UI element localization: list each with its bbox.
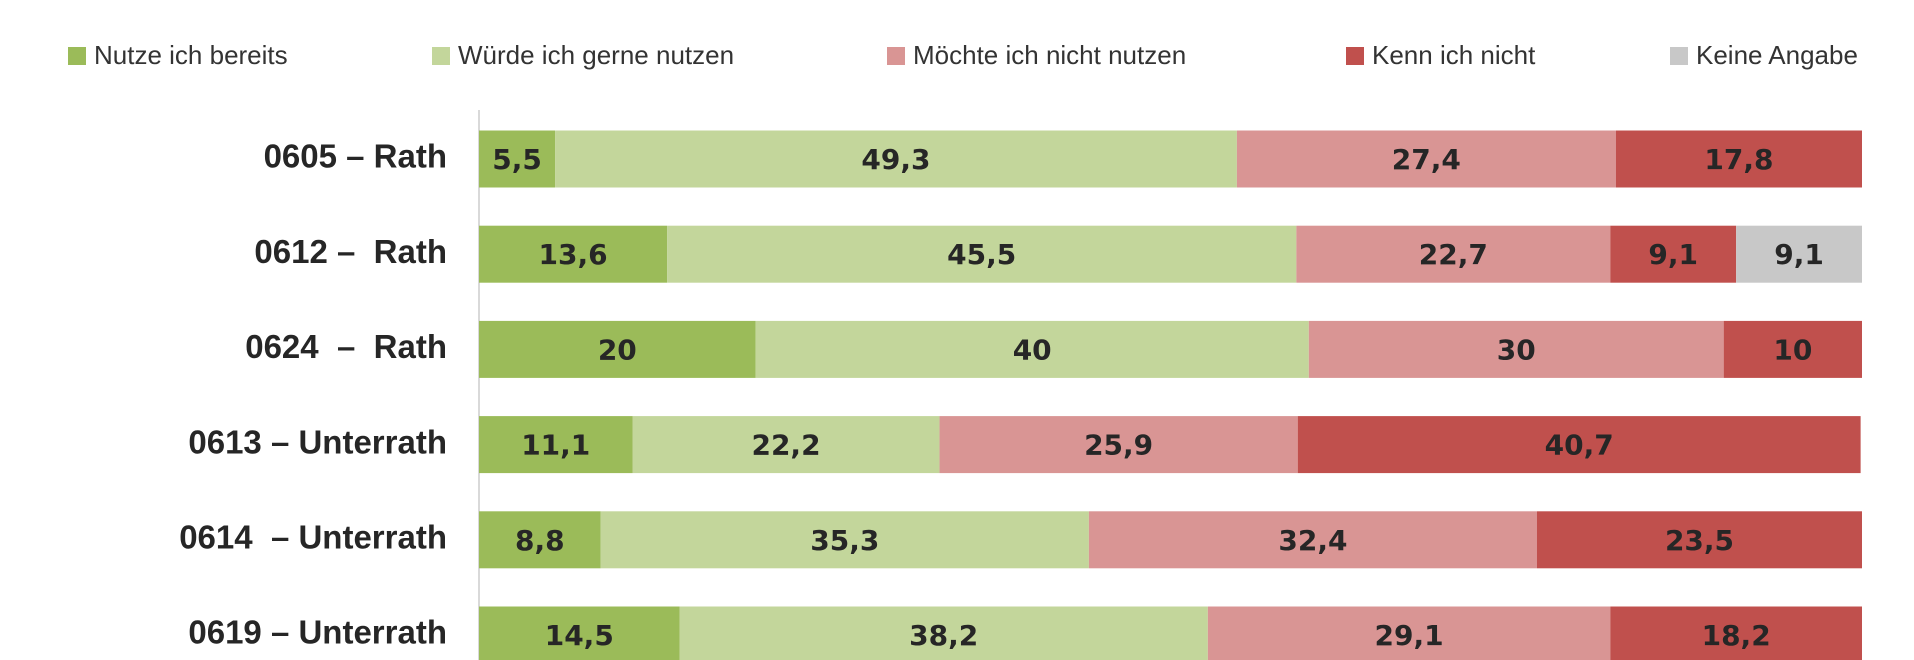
legend-label: Nutze ich bereits [94, 40, 288, 70]
legend-label: Keine Angabe [1696, 40, 1858, 70]
bar-segment [555, 130, 1237, 188]
data-label: 14,5 [545, 619, 614, 652]
legend-swatch [432, 47, 450, 65]
category-label: 0613 – Unterrath [188, 423, 447, 460]
category-label: 0624 – Rath [245, 328, 447, 365]
bar-segment [679, 606, 1208, 660]
data-label: 25,9 [1084, 429, 1153, 462]
bar-segment [1236, 130, 1616, 188]
data-label: 22,2 [751, 429, 820, 462]
bar-segment [632, 416, 940, 474]
data-label: 22,7 [1419, 238, 1488, 271]
bar-segment [755, 320, 1309, 378]
data-label: 8,8 [515, 524, 565, 557]
data-label: 30 [1497, 333, 1536, 366]
bar-segment [939, 416, 1298, 474]
data-label: 45,5 [947, 238, 1016, 271]
data-label: 23,5 [1665, 524, 1734, 557]
bar-segment [479, 225, 668, 283]
bar-segment [1088, 511, 1537, 569]
data-label: 40 [1013, 333, 1052, 366]
bar-segment [1296, 225, 1611, 283]
category-label: 0612 – Rath [254, 233, 447, 270]
data-label: 10 [1773, 333, 1812, 366]
bar-segment [1723, 320, 1862, 378]
legend-swatch [68, 47, 86, 65]
legend-swatch [1670, 47, 1688, 65]
data-label: 29,1 [1375, 619, 1444, 652]
data-label: 38,2 [909, 619, 978, 652]
bar-segment [600, 511, 1089, 569]
bar-segment [1207, 606, 1611, 660]
bar-segment [479, 320, 756, 378]
bar-segment [1536, 511, 1862, 569]
data-label: 5,5 [492, 143, 542, 176]
data-label: 20 [598, 333, 637, 366]
data-label: 40,7 [1545, 429, 1614, 462]
category-label: 0619 – Unterrath [188, 614, 447, 651]
data-label: 32,4 [1278, 524, 1347, 557]
data-label: 11,1 [521, 429, 590, 462]
data-label: 17,8 [1704, 143, 1773, 176]
data-label: 9,1 [1774, 238, 1824, 271]
legend-label: Kenn ich nicht [1372, 40, 1536, 70]
bar-segment [667, 225, 1297, 283]
bar-segment [1610, 225, 1737, 283]
bar-segment [1615, 130, 1862, 188]
category-label: 0614 – Unterrath [179, 519, 447, 556]
data-label: 13,6 [538, 238, 607, 271]
legend-label: Möchte ich nicht nutzen [913, 40, 1186, 70]
bar-segment [479, 416, 633, 474]
legend-swatch [1346, 47, 1364, 65]
legend-label: Würde ich gerne nutzen [458, 40, 734, 70]
data-label: 9,1 [1648, 238, 1698, 271]
bar-segment [1610, 606, 1862, 660]
data-label: 35,3 [810, 524, 879, 557]
bar-segment [479, 511, 601, 569]
bar-segment [1297, 416, 1861, 474]
data-label: 18,2 [1702, 619, 1771, 652]
bar-segment [1736, 225, 1862, 283]
bar-segment [479, 606, 680, 660]
bar-segment [479, 130, 556, 188]
data-label: 49,3 [861, 143, 930, 176]
legend-swatch [887, 47, 905, 65]
data-label: 27,4 [1392, 143, 1461, 176]
bar-segment [1308, 320, 1724, 378]
category-label: 0605 – Rath [264, 138, 447, 175]
